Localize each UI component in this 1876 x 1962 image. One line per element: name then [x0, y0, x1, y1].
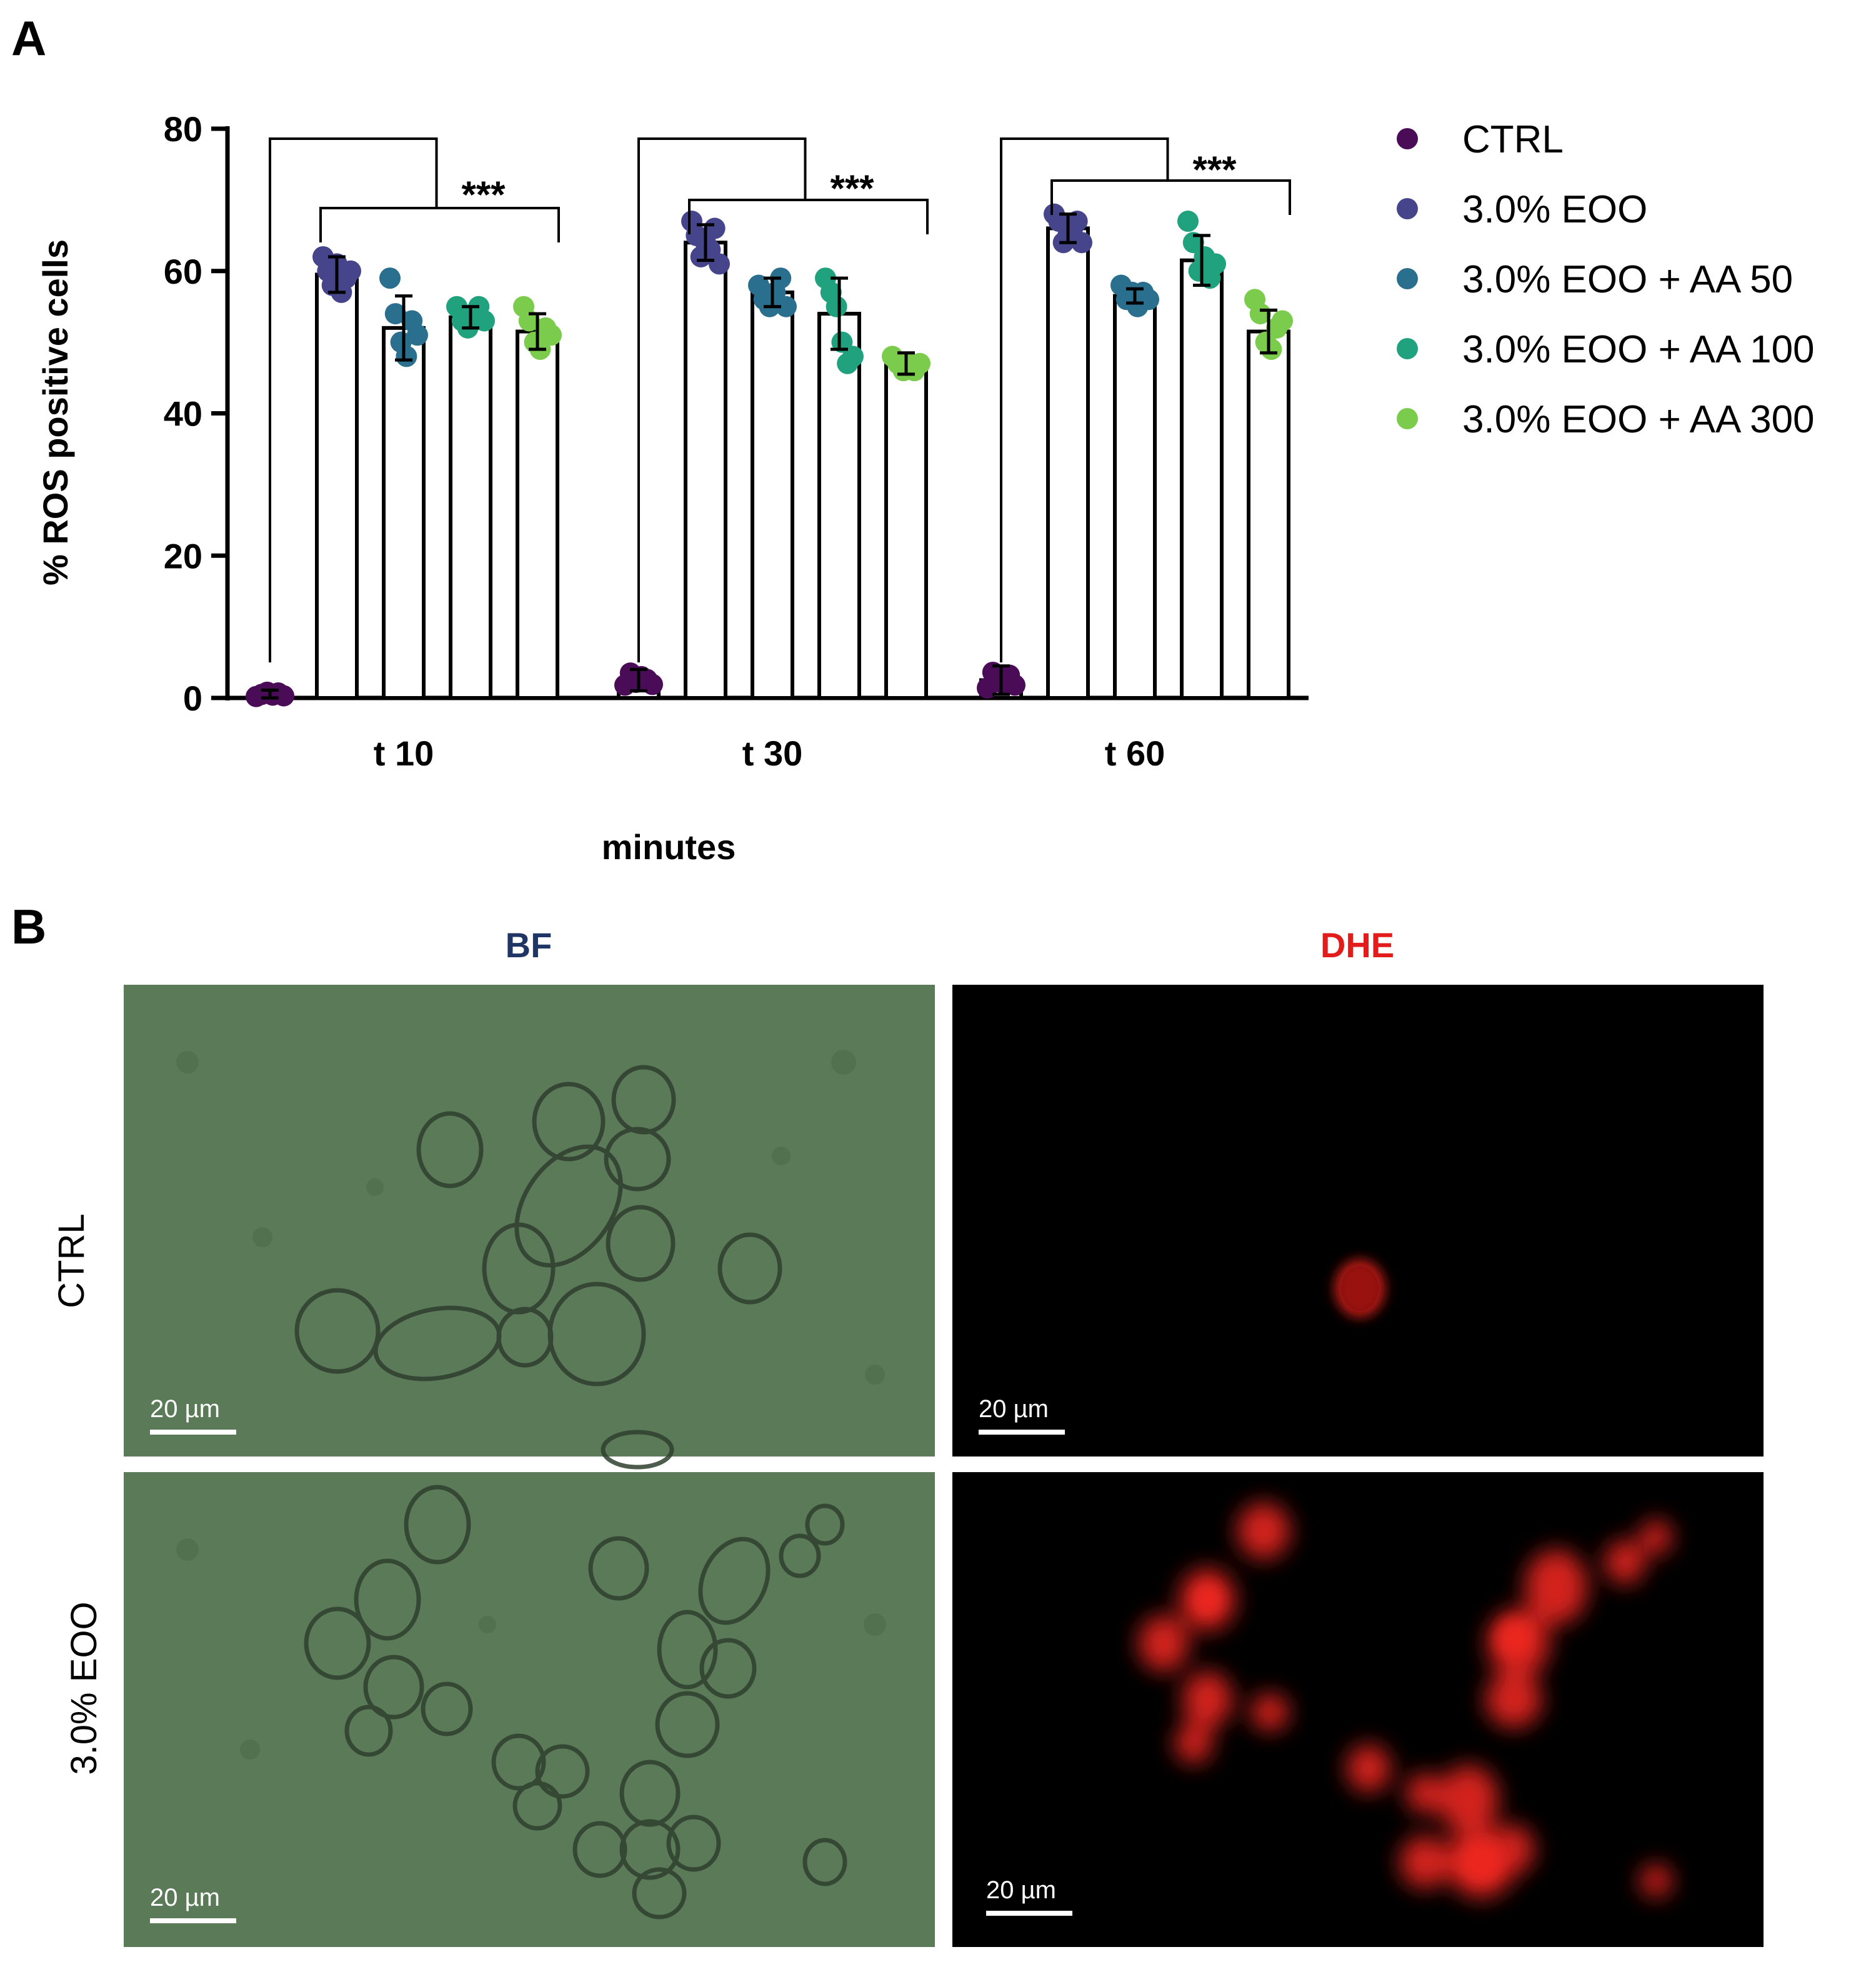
y-tick-label: 80 — [164, 109, 202, 149]
bar — [382, 326, 426, 700]
scale-bar-label-2: 20 µm — [979, 1395, 1049, 1423]
scale-bar-1 — [150, 1430, 236, 1435]
y-tick-label: 40 — [164, 394, 202, 434]
bar — [684, 241, 727, 700]
micrograph-ctrl-dhe: 20 µm — [952, 985, 1764, 1457]
data-point — [379, 267, 401, 289]
significance-label: *** — [1192, 149, 1237, 191]
significance-bracket — [269, 137, 438, 663]
legend-marker — [1397, 408, 1418, 429]
y-tick-label: 20 — [164, 536, 202, 575]
data-point — [396, 346, 417, 367]
bar — [315, 272, 359, 700]
scale-bar-3 — [150, 1918, 236, 1923]
bar-chart: 0 20 40 60 80 t 10 t 30 t 60 *** *** *** — [164, 109, 1309, 773]
bar — [1046, 226, 1090, 700]
legend-label: CTRL — [1462, 118, 1564, 161]
row-label-ctrl: CTRL — [51, 1213, 92, 1308]
data-point — [1272, 310, 1293, 332]
data-point — [407, 324, 428, 346]
y-tick-label: 60 — [164, 252, 202, 291]
scale-bar-2 — [979, 1430, 1065, 1435]
legend-label: 3.0% EOO + AA 50 — [1462, 258, 1793, 301]
significance-bracket — [1000, 137, 1169, 663]
data-point — [909, 352, 931, 374]
bar — [1113, 294, 1157, 700]
data-point — [474, 310, 495, 332]
legend-label: 3.0% EOO + AA 300 — [1462, 398, 1815, 441]
x-tick-label: t 60 — [1105, 734, 1165, 773]
data-point — [1066, 211, 1088, 232]
row-label-eoo: 3.0% EOO — [64, 1601, 104, 1775]
legend-marker — [1397, 338, 1418, 359]
significance-bracket — [319, 207, 560, 242]
data-point — [826, 296, 847, 317]
bar — [884, 361, 928, 700]
data-point — [776, 296, 797, 317]
data-point — [1260, 339, 1282, 361]
micrograph-eoo-dhe: 20 µm — [952, 1472, 1764, 1947]
significance-bracket — [637, 137, 807, 663]
bar — [1180, 258, 1224, 700]
bar — [1247, 329, 1290, 700]
legend-label: 3.0% EOO — [1462, 188, 1647, 231]
significance-bracket — [1050, 179, 1291, 215]
data-point — [1071, 232, 1092, 254]
bar — [751, 290, 794, 700]
data-point — [1138, 289, 1159, 311]
significance-label: *** — [461, 174, 506, 216]
data-point — [1205, 253, 1226, 275]
bar — [449, 315, 492, 700]
column-title-bf: BF — [506, 925, 552, 965]
bar — [817, 312, 861, 700]
data-point — [1177, 211, 1199, 232]
data-point — [842, 346, 864, 367]
legend-label: 3.0% EOO + AA 100 — [1462, 328, 1815, 371]
data-point — [273, 685, 294, 707]
data-point — [1249, 303, 1271, 325]
micrograph-eoo-bf: 20 µm — [124, 1472, 935, 1947]
column-title-dhe: DHE — [1320, 925, 1394, 965]
significance-bracket — [688, 199, 929, 234]
legend-marker — [1397, 268, 1418, 289]
scale-bar-label-1: 20 µm — [150, 1395, 220, 1423]
data-point — [340, 260, 361, 282]
bar — [516, 329, 559, 700]
significance-label: *** — [830, 167, 874, 209]
legend-marker — [1397, 128, 1418, 149]
chart-legend: CTRL 3.0% EOO 3.0% EOO + AA 50 3.0% EOO + A… — [1397, 118, 1815, 441]
x-tick-label: t 10 — [374, 734, 434, 773]
x-tick-label: t 30 — [742, 734, 803, 773]
data-point — [384, 303, 406, 325]
panel-a-letter: A — [11, 11, 46, 66]
micrograph-ctrl-bf: 20 µm — [124, 985, 935, 1470]
data-point — [1004, 674, 1025, 696]
scale-bar-label-3: 20 µm — [150, 1884, 220, 1911]
panel-b-letter: B — [11, 899, 46, 954]
data-point — [541, 324, 562, 346]
data-point — [709, 253, 730, 275]
data-point — [518, 310, 540, 332]
y-tick-label: 0 — [183, 679, 202, 718]
scale-bar-4 — [986, 1911, 1072, 1916]
y-axis-label: % ROS positive cells — [36, 239, 75, 585]
data-point — [704, 217, 726, 239]
x-axis-label: minutes — [602, 827, 736, 867]
scale-bar-label-4: 20 µm — [986, 1876, 1056, 1904]
legend-marker — [1397, 198, 1418, 219]
